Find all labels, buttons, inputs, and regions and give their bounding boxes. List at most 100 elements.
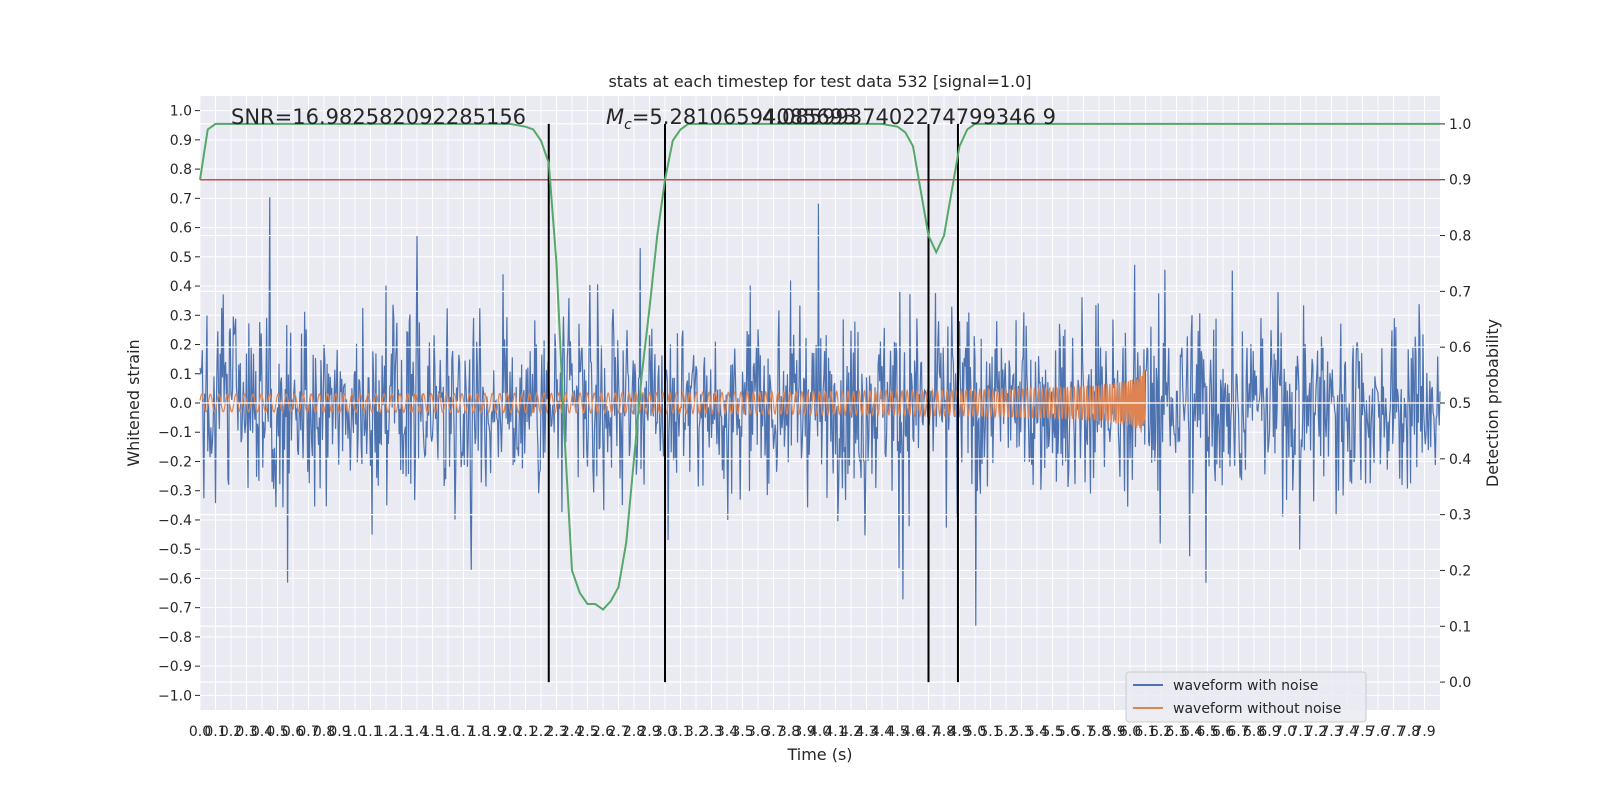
- legend-box: [1125, 671, 1367, 723]
- chart-title: stats at each timestep for test data 532…: [608, 72, 1031, 91]
- y-tick-label: −0.7: [158, 601, 192, 617]
- x-tick-label: 6.2: [1150, 724, 1172, 740]
- right-tick-label: 0.0: [1449, 675, 1471, 691]
- x-tick-label: 6.8: [1243, 724, 1265, 740]
- x-tick-label: 0.6: [282, 724, 304, 740]
- x-tick-label: 1.9: [483, 724, 505, 740]
- mc-symbol: M: [606, 105, 624, 129]
- x-tick-label: 5.8: [1088, 724, 1110, 740]
- x-tick-label: 3.2: [685, 724, 707, 740]
- mc-value: =5.28106594085693: [632, 105, 857, 129]
- probability-overlay: [199, 122, 1440, 683]
- x-tick-label: 6.5: [1196, 724, 1218, 740]
- x-tick-label: 7.7: [1382, 724, 1404, 740]
- x-tick-label: 2.0: [499, 724, 521, 740]
- x-tick-label: 6.9: [1258, 724, 1280, 740]
- y-tick-label: 0.0: [170, 396, 192, 412]
- x-tick-label: 2.8: [623, 724, 645, 740]
- x-tick-label: 3.1: [669, 724, 691, 740]
- x-tick-label: 6.0: [1119, 724, 1141, 740]
- x-tick-label: 0.3: [235, 724, 257, 740]
- x-tick-label: 0.8: [313, 724, 335, 740]
- x-tick-label: 3.4: [716, 724, 738, 740]
- right-tick-label: 0.2: [1449, 563, 1471, 579]
- y-tick-label: −0.8: [158, 630, 192, 646]
- right-tick-label: 0.5: [1449, 396, 1471, 412]
- x-tick-label: 1.7: [452, 724, 474, 740]
- y-tick-label: 0.2: [170, 338, 192, 354]
- x-tick-label: 7.3: [1320, 724, 1342, 740]
- y-tick-label: −1.0: [158, 688, 192, 704]
- y-tick-label: 0.1: [170, 367, 192, 383]
- y-axis-label: Whitened strain: [124, 339, 143, 466]
- x-tick-label: 3.5: [731, 724, 753, 740]
- x-tick-label: 5.2: [995, 724, 1017, 740]
- x-tick-label: 2.7: [607, 724, 629, 740]
- x-tick-label: 4.0: [809, 724, 831, 740]
- x-tick-label: 3.3: [700, 724, 722, 740]
- x-tick-label: 3.7: [762, 724, 784, 740]
- x-tick-label: 4.4: [871, 724, 893, 740]
- x-tick-label: 7.8: [1398, 724, 1420, 740]
- x-tick-label: 1.0: [344, 724, 366, 740]
- x-tick-label: 6.6: [1212, 724, 1234, 740]
- x-tick-label: 7.1: [1289, 724, 1311, 740]
- x-tick-label: 4.2: [840, 724, 862, 740]
- right-tick-label: 0.4: [1449, 452, 1471, 468]
- x-tick-label: 3.6: [747, 724, 769, 740]
- x-tick-label: 4.8: [933, 724, 955, 740]
- right-tick-label: 0.3: [1449, 508, 1471, 524]
- x-tick-label: 2.9: [638, 724, 660, 740]
- y-tick-label: 0.3: [170, 308, 192, 324]
- legend-label-noise: waveform with noise: [1173, 678, 1318, 694]
- x-tick-label: 1.5: [421, 724, 443, 740]
- x-tick-label: 7.9: [1413, 724, 1435, 740]
- x-tick-label: 0.4: [251, 724, 273, 740]
- legend: waveform with noise waveform without noi…: [1125, 671, 1367, 723]
- right-tick-label: 0.1: [1449, 619, 1471, 635]
- noisy-waveform-line: [199, 197, 1441, 627]
- axes: 0.00.10.20.30.40.50.60.70.80.91.01.11.21…: [158, 104, 1471, 740]
- x-tick-label: 6.3: [1165, 724, 1187, 740]
- y-tick-label: −0.2: [158, 454, 192, 470]
- y-tick-label: 0.7: [170, 191, 192, 207]
- x-tick-label: 5.9: [1103, 724, 1125, 740]
- x-tick-label: 1.3: [390, 724, 412, 740]
- x-tick-label: 6.1: [1134, 724, 1156, 740]
- right-tick-label: 0.8: [1449, 229, 1471, 245]
- x-tick-label: 4.3: [855, 724, 877, 740]
- detection-probability-line: [199, 122, 1440, 611]
- x-tick-label: 7.0: [1274, 724, 1296, 740]
- x-tick-label: 6.4: [1181, 724, 1203, 740]
- x-tick-label: 1.2: [375, 724, 397, 740]
- x-tick-label: 4.6: [902, 724, 924, 740]
- x-tick-label: 2.5: [576, 724, 598, 740]
- x-tick-label: 1.8: [468, 724, 490, 740]
- x-tick-label: 2.4: [561, 724, 583, 740]
- mc-subscript: c: [624, 117, 632, 133]
- x-axis-label: Time (s): [786, 745, 852, 764]
- y-tick-label: −0.9: [158, 659, 192, 675]
- x-tick-label: 5.5: [1041, 724, 1063, 740]
- x-tick-label: 2.1: [514, 724, 536, 740]
- x-tick-label: 5.6: [1057, 724, 1079, 740]
- x-tick-label: 0.0: [189, 724, 211, 740]
- x-tick-label: 2.6: [592, 724, 614, 740]
- x-tick-label: 4.1: [824, 724, 846, 740]
- x-tick-label: 3.8: [778, 724, 800, 740]
- x-tick-label: 3.0: [654, 724, 676, 740]
- mc-annotation: Mc=5.28106594085693: [606, 105, 857, 133]
- x-tick-label: 7.5: [1351, 724, 1373, 740]
- x-tick-label: 4.5: [886, 724, 908, 740]
- x-tick-label: 7.2: [1305, 724, 1327, 740]
- x-tick-label: 0.5: [266, 724, 288, 740]
- right-tick-label: 0.7: [1449, 284, 1471, 300]
- x-tick-label: 0.1: [204, 724, 226, 740]
- right-axis-label: Detection probability: [1483, 319, 1502, 487]
- right-tick-label: 0.9: [1449, 173, 1471, 189]
- right-tick-label: 1.0: [1449, 117, 1471, 133]
- x-tick-label: 2.3: [545, 724, 567, 740]
- y-tick-label: −0.3: [158, 484, 192, 500]
- y-tick-label: 0.4: [170, 279, 192, 295]
- x-tick-label: 0.9: [328, 724, 350, 740]
